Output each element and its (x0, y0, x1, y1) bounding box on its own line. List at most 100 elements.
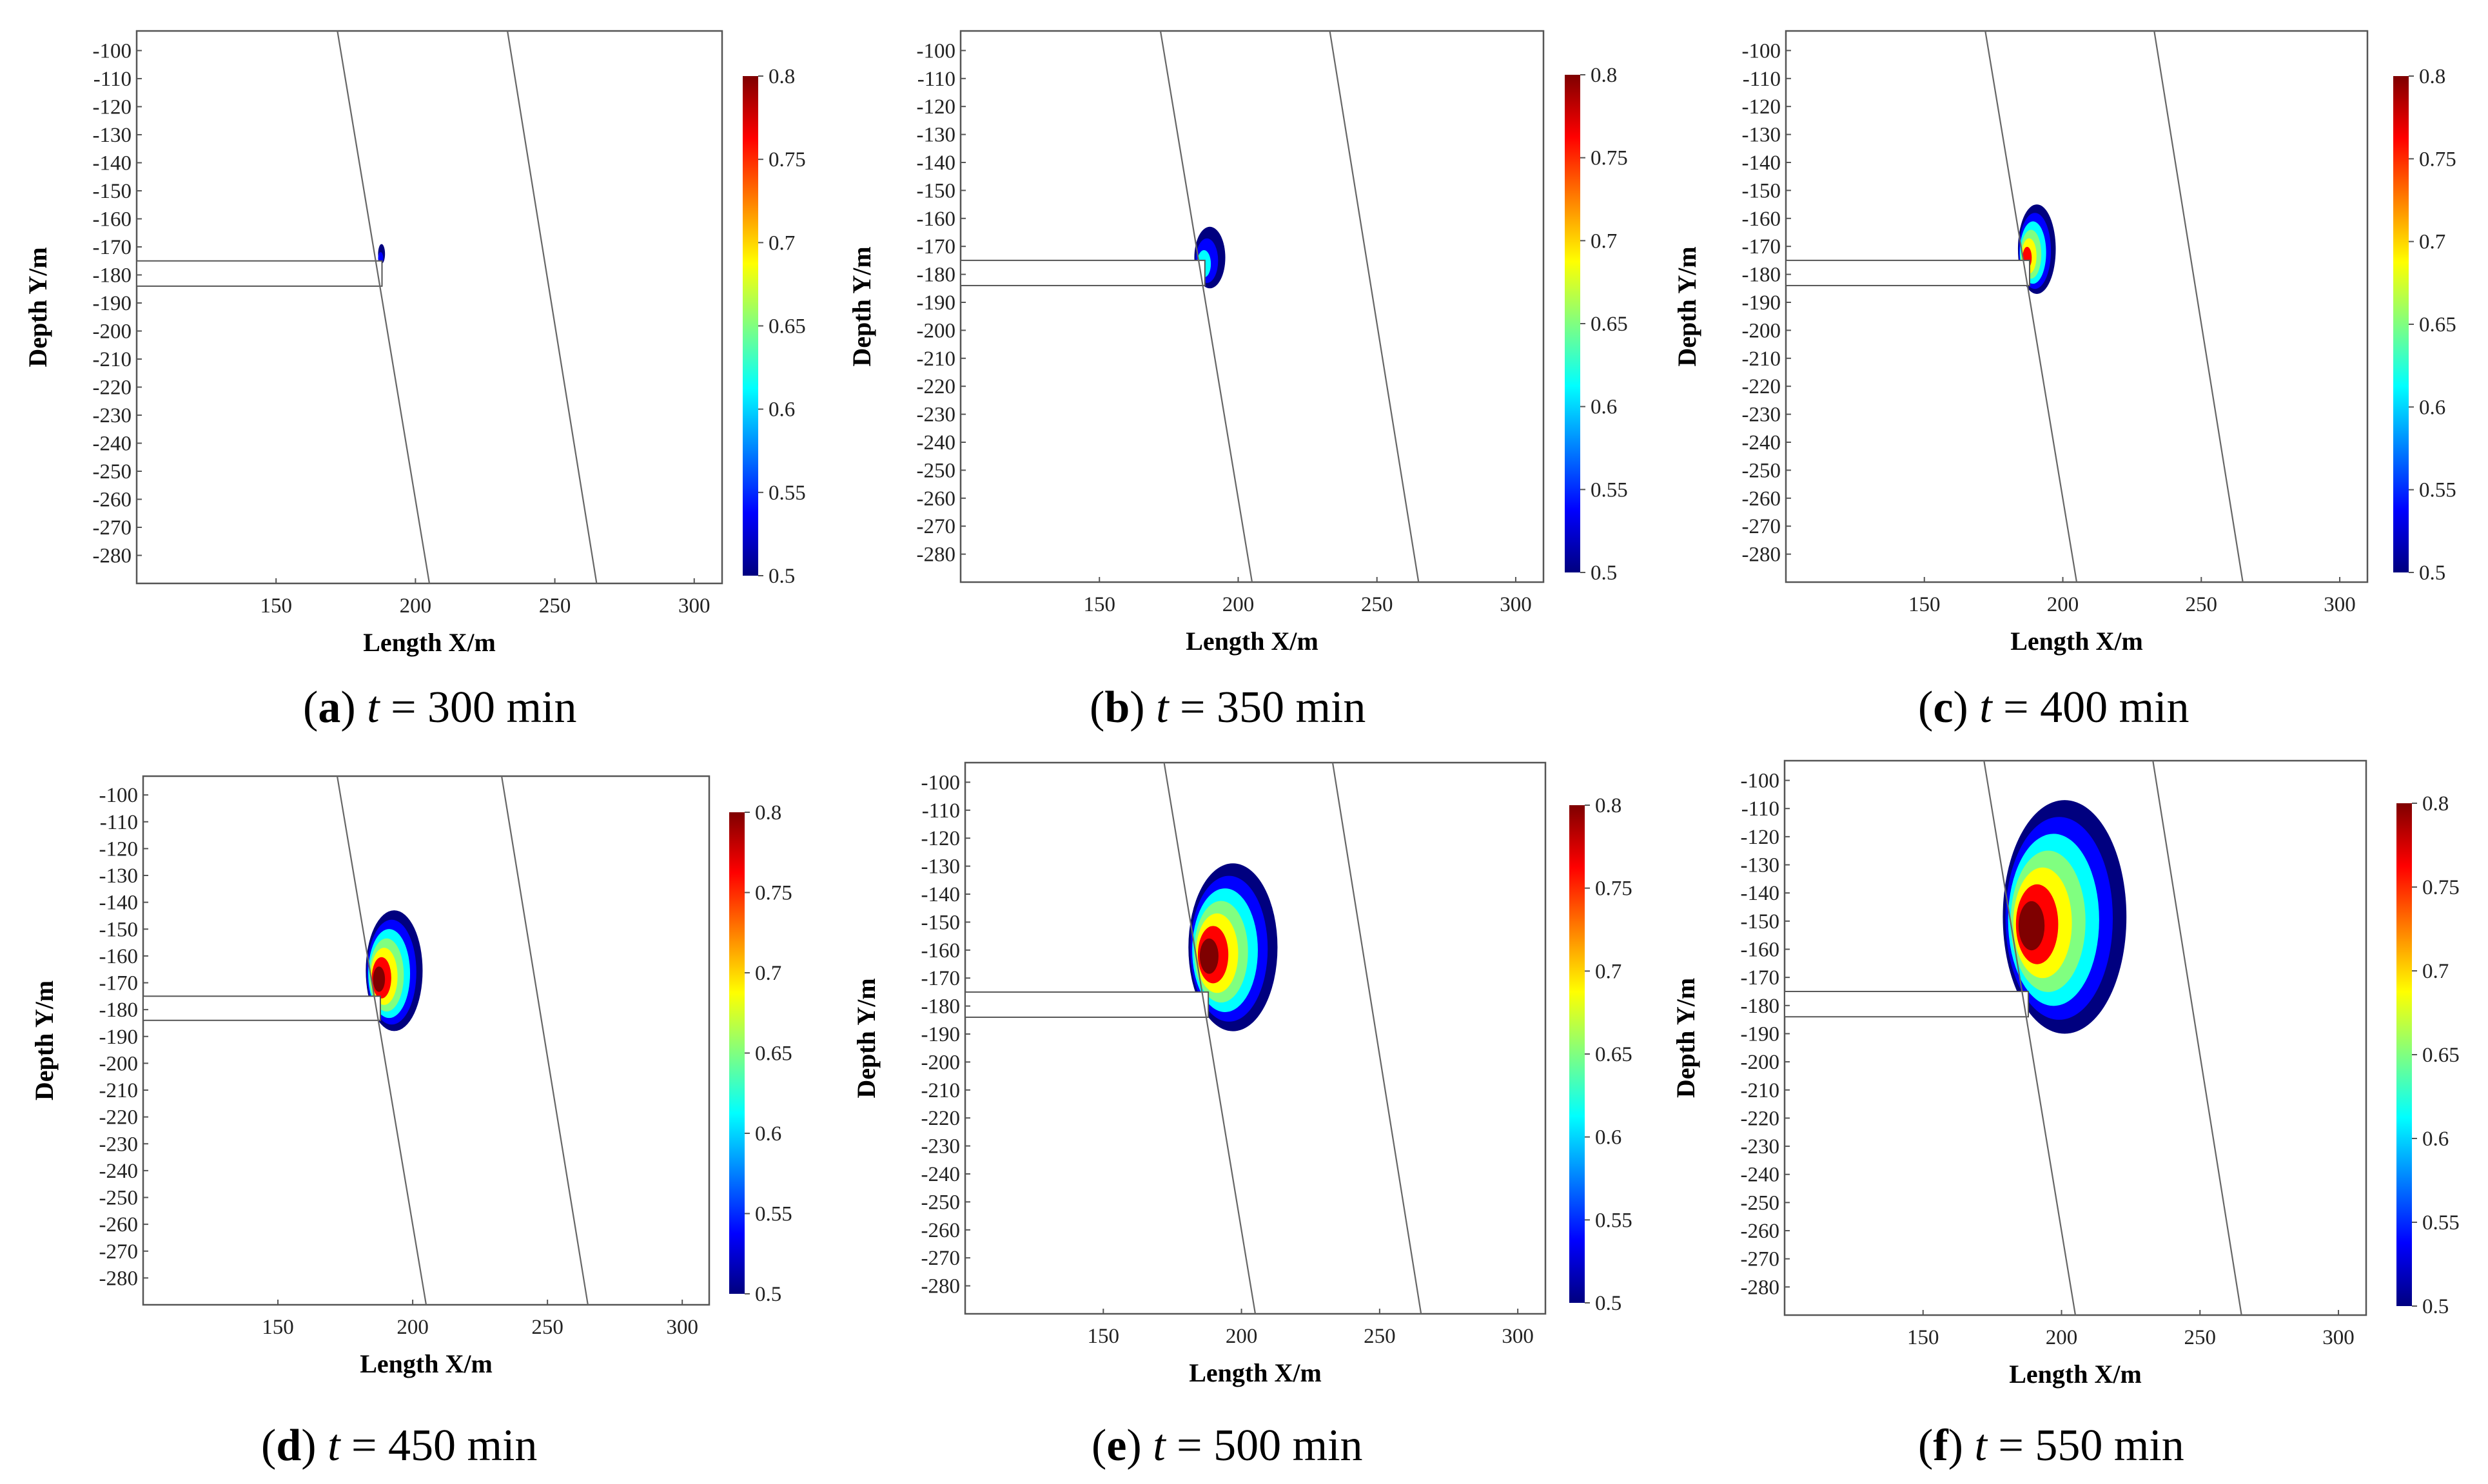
y-tick-label: -240 (99, 1160, 139, 1183)
y-tick-label: -230 (921, 1135, 961, 1158)
colorbar-tick-label: 0.5 (755, 1283, 781, 1306)
plume-contour (373, 966, 386, 992)
colorbar-tick-label: 0.75 (2422, 876, 2460, 899)
concentration-plume (1188, 863, 1278, 1031)
fault-line-2 (506, 30, 598, 584)
y-tick-label: -260 (99, 1213, 139, 1236)
x-tick-label: 250 (1361, 593, 1393, 616)
tunnel-outline (136, 260, 383, 287)
fault-line-2 (2153, 30, 2244, 583)
y-tick-label: -100 (1742, 39, 1781, 63)
y-tick-label: -130 (93, 124, 132, 147)
tunnel-outline (960, 259, 1206, 286)
colorbar-tick-label: 0.7 (1595, 960, 1621, 983)
y-tick-label: -100 (1741, 770, 1780, 793)
panel-d: 150 200 250 300 -100 -110 -120 -130 -140 -150 -160… (30, 775, 792, 1470)
y-tick-label: -260 (917, 487, 956, 511)
y-axis-title: Depth Y/m (1672, 246, 1701, 366)
y-tick-label: -210 (1741, 1079, 1780, 1102)
colorbar-tick-label: 0.55 (2422, 1211, 2460, 1235)
x-axis-title: Length X/m (1186, 627, 1318, 656)
x-tick-label: 150 (260, 594, 292, 618)
colorbar-tick-label: 0.6 (755, 1122, 781, 1146)
y-tick-label: -250 (921, 1191, 961, 1214)
y-tick-label: -110 (922, 799, 960, 823)
y-tick-label: -120 (99, 837, 139, 861)
y-tick-label: -110 (1741, 797, 1779, 821)
y-tick-label: -150 (93, 180, 132, 203)
y-tick-label: -190 (917, 291, 956, 315)
x-tick-label: 150 (1083, 593, 1115, 616)
colorbar-tick-label: 0.5 (1595, 1292, 1621, 1315)
y-tick-label: -270 (917, 515, 956, 538)
y-tick-label: -180 (1741, 995, 1780, 1018)
y-tick-label: -230 (93, 404, 132, 427)
colorbar-tick-label: 0.6 (769, 398, 795, 422)
y-tick-label: -160 (917, 208, 956, 231)
y-tick-label: -280 (1741, 1276, 1780, 1299)
y-tick-label: -280 (917, 543, 956, 567)
colorbar-tick-label: 0.75 (755, 882, 792, 905)
x-tick-label: 200 (400, 594, 432, 618)
panel-caption: (a) t = 300 min (303, 683, 576, 732)
panel-caption: (e) t = 500 min (1092, 1421, 1363, 1470)
y-axis-title: Depth Y/m (23, 247, 52, 367)
colorbar-tick-label: 0.5 (2419, 561, 2445, 585)
y-tick-label: -200 (1741, 1051, 1780, 1074)
x-tick-label: 300 (1500, 593, 1532, 616)
colorbar-tick-label: 0.5 (769, 565, 795, 588)
y-tick-label: -260 (93, 488, 132, 511)
y-tick-label: -170 (921, 967, 961, 990)
y-tick-label: -220 (1741, 1107, 1780, 1130)
colorbar-tick-label: 0.6 (1591, 396, 1617, 419)
colorbar-tick-label: 0.8 (769, 65, 795, 88)
colorbar-tick-label: 0.7 (755, 962, 781, 985)
y-tick-label: -210 (1742, 347, 1781, 371)
x-tick-label: 200 (1222, 593, 1255, 616)
y-tick-label: -170 (917, 235, 956, 259)
fault-line-1 (337, 30, 431, 584)
colorbar-tick-label: 0.65 (755, 1042, 792, 1066)
colorbar-tick-label: 0.7 (2422, 960, 2449, 983)
panel-caption: (c) t = 400 min (1918, 683, 2189, 732)
y-axis-title: Depth Y/m (847, 246, 876, 366)
x-tick-label: 300 (2324, 593, 2356, 616)
y-tick-label: -260 (1742, 487, 1781, 511)
y-tick-label: -210 (99, 1079, 139, 1102)
y-tick-label: -140 (917, 151, 956, 175)
y-tick-label: -190 (1741, 1022, 1780, 1046)
panel-caption: (f) t = 550 min (1918, 1421, 2184, 1470)
x-axis-title: Length X/m (2010, 627, 2143, 656)
y-tick-label: -240 (1742, 431, 1781, 454)
y-tick-label: -250 (1742, 459, 1781, 482)
y-tick-label: -280 (99, 1267, 139, 1290)
y-tick-label: -270 (93, 516, 132, 540)
colorbar (1569, 805, 1585, 1303)
y-tick-label: -190 (921, 1023, 961, 1046)
x-tick-label: 300 (666, 1316, 698, 1339)
y-tick-label: -150 (917, 179, 956, 202)
y-tick-label: -160 (1741, 938, 1780, 961)
x-axis-title: Length X/m (360, 1349, 493, 1378)
x-tick-label: 200 (1226, 1325, 1258, 1348)
y-tick-label: -140 (93, 151, 132, 175)
y-tick-label: -230 (917, 404, 956, 427)
tunnel-outline (142, 995, 381, 1021)
colorbar-tick-label: 0.75 (1591, 147, 1628, 170)
y-tick-label: -250 (93, 460, 132, 483)
panel-f: 150 200 250 300 -100 -110 -120 -130 -140 -150 -160… (1671, 759, 2460, 1470)
y-tick-label: -130 (921, 855, 961, 879)
y-tick-label: -150 (921, 911, 961, 934)
plot-frame (1783, 759, 2367, 1316)
y-tick-label: -230 (1742, 404, 1781, 427)
y-tick-label: -260 (1741, 1220, 1780, 1243)
x-tick-label: 300 (1502, 1325, 1534, 1348)
colorbar-tick-label: 0.6 (1595, 1126, 1621, 1149)
y-tick-label: -170 (99, 972, 139, 995)
y-tick-label: -200 (1742, 319, 1781, 342)
y-tick-label: -200 (921, 1051, 961, 1074)
colorbar (1565, 75, 1580, 572)
y-axis-title: Depth Y/m (852, 978, 881, 1098)
y-tick-label: -180 (93, 264, 132, 287)
